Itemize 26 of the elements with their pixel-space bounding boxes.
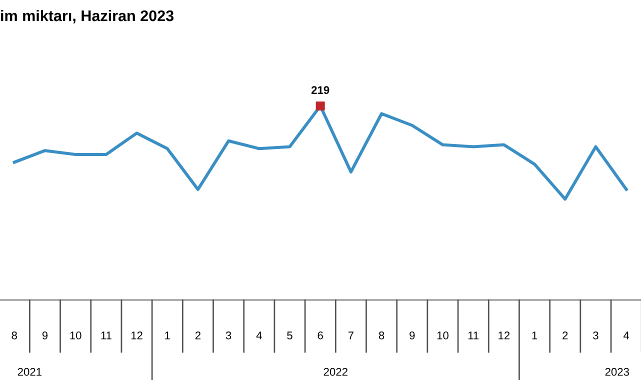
x-tick-label: 9 xyxy=(410,332,415,340)
x-tick-label: 1 xyxy=(165,332,170,340)
x-tick-label: 2 xyxy=(195,332,200,340)
x-tick-label: 9 xyxy=(42,332,48,340)
x-tick-label: 12 xyxy=(131,332,142,340)
text: 2021 xyxy=(18,368,42,376)
text: 2023 xyxy=(605,368,630,376)
x-tick-label: 10 xyxy=(70,332,82,340)
x-tick-label: 1 xyxy=(532,332,538,340)
x-tick-label: 12 xyxy=(498,332,510,340)
x-tick-label: 5 xyxy=(287,332,292,340)
x-tick-label: 3 xyxy=(593,332,598,340)
x-tick-label: 2 xyxy=(562,332,568,340)
x-tick-label: 11 xyxy=(468,332,479,340)
x-tick-label: 8 xyxy=(378,332,384,340)
x-tick-label: 4 xyxy=(256,332,262,340)
x-tick-label: 7 xyxy=(348,332,354,340)
x-tick-label: 10 xyxy=(437,332,448,340)
x-tick-label: 6 xyxy=(318,332,323,340)
x-tick-label: 4 xyxy=(623,332,630,340)
x-tick-label: 3 xyxy=(226,332,232,340)
x-tick-label: 8 xyxy=(12,332,17,340)
text: 2022 xyxy=(324,368,348,376)
x-tick-label: 11 xyxy=(101,332,112,340)
chart-title: im miktarı, Haziran 2023 xyxy=(1,10,174,24)
annotation: 219 xyxy=(311,86,330,94)
